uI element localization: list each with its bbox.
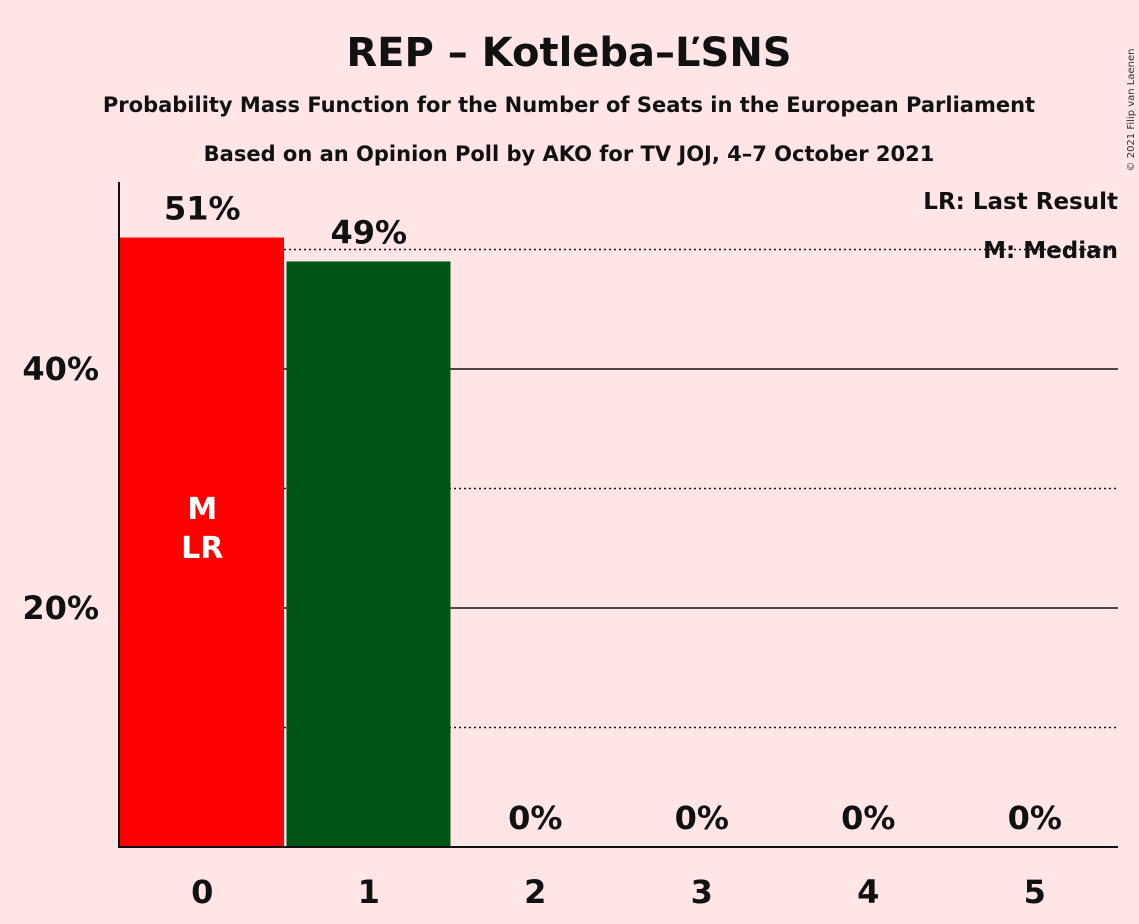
x-tick-label-1: 1: [358, 873, 380, 911]
x-tick-label-5: 5: [1024, 873, 1046, 911]
copyright-text: © 2021 Filip van Laenen: [1126, 49, 1137, 172]
y-tick-label-40: 40%: [22, 350, 99, 388]
legend-median: M: Median: [983, 238, 1118, 264]
value-label-1: 49%: [330, 213, 407, 251]
bar-seat-1: [286, 261, 451, 847]
x-tick-label-0: 0: [191, 873, 213, 911]
value-label-3: 0%: [675, 799, 729, 837]
chart-subtitle-poll: Based on an Opinion Poll by AKO for TV J…: [204, 142, 935, 166]
legend-last-result: LR: Last Result: [923, 189, 1118, 215]
value-label-2: 0%: [508, 799, 562, 837]
value-label-4: 0%: [841, 799, 895, 837]
bar-labels: 51% 49% 0% 0% 0% 0% M LR: [164, 190, 1062, 837]
value-label-0: 51%: [164, 190, 241, 228]
y-tick-label-20: 20%: [22, 589, 99, 627]
chart-subtitle: Probability Mass Function for the Number…: [103, 93, 1035, 117]
in-bar-label-lr: LR: [181, 531, 223, 566]
value-label-5: 0%: [1008, 799, 1062, 837]
x-tick-label-2: 2: [524, 873, 546, 911]
bar-seat-0: [120, 237, 284, 848]
x-tick-label-4: 4: [857, 873, 879, 911]
gridlines: [119, 248, 1118, 729]
bars: [120, 237, 451, 848]
chart-title: REP – Kotleba–ĽSNS: [346, 30, 791, 76]
axes: 20% 40% 0 1 2 3 4 5: [22, 182, 1118, 911]
x-tick-label-3: 3: [691, 873, 713, 911]
in-bar-label-m: M: [187, 492, 217, 527]
